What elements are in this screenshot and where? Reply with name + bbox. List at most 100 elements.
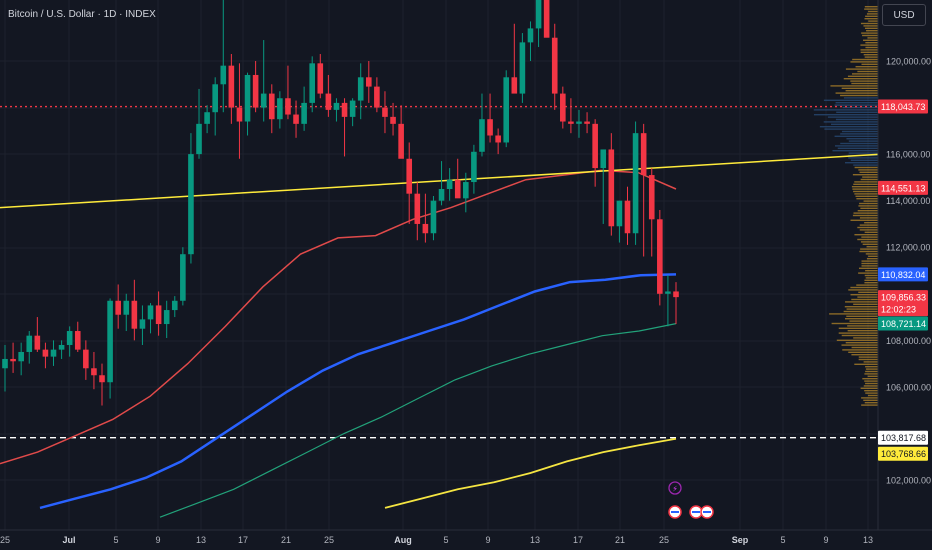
volume-profile-bar bbox=[864, 56, 878, 58]
volume-profile-bar bbox=[823, 99, 878, 101]
volume-profile-bar bbox=[865, 366, 878, 368]
event-markers[interactable]: ⚡ bbox=[668, 481, 714, 519]
price-label-text: 103,817.68 bbox=[881, 433, 926, 443]
volume-profile-bar bbox=[864, 27, 878, 29]
volume-profile-bar bbox=[864, 380, 878, 382]
currency-button[interactable]: USD bbox=[882, 4, 926, 26]
time-tick-label: 25 bbox=[0, 535, 10, 545]
candle-body bbox=[543, 0, 550, 38]
volume-profile-bar bbox=[856, 198, 878, 200]
volume-profile-bar bbox=[857, 210, 878, 212]
volume-profile-bar bbox=[865, 370, 878, 373]
candle-body bbox=[551, 37, 558, 94]
volume-profile-bar bbox=[845, 342, 878, 344]
volume-profile-bar bbox=[862, 34, 878, 37]
volume-profile-bar bbox=[853, 190, 878, 193]
candle-body bbox=[438, 189, 445, 201]
candle-body bbox=[26, 335, 33, 352]
candle-body bbox=[58, 344, 65, 350]
volume-profile-bar bbox=[865, 15, 878, 17]
candle-body bbox=[83, 349, 89, 369]
candle-body bbox=[382, 107, 388, 117]
candle-body bbox=[252, 74, 259, 108]
price-label-badge bbox=[878, 446, 928, 461]
price-tick-label: 108,000.00 bbox=[886, 336, 931, 346]
volume-profile-bar bbox=[857, 296, 878, 298]
volume-profile-bar bbox=[851, 354, 878, 356]
us-flag-stripe bbox=[692, 511, 700, 513]
volume-profile-bar bbox=[841, 334, 878, 337]
volume-profile bbox=[813, 6, 878, 406]
candle-body bbox=[123, 300, 130, 315]
volume-profile-bar bbox=[847, 330, 878, 332]
volume-profile-bar bbox=[864, 18, 878, 20]
chart-grid bbox=[0, 0, 878, 530]
volume-profile-bar bbox=[859, 250, 878, 253]
candle-body bbox=[479, 119, 485, 152]
candle-body bbox=[244, 74, 251, 122]
volume-profile-bar bbox=[862, 378, 878, 380]
volume-profile-bar bbox=[846, 315, 878, 317]
volume-profile-bar bbox=[840, 133, 878, 135]
candle-body bbox=[600, 149, 607, 169]
candle-body bbox=[446, 179, 453, 190]
candle-body bbox=[592, 123, 598, 169]
volume-profile-bar bbox=[831, 322, 878, 325]
volume-profile-bar bbox=[845, 162, 878, 164]
volume-profile-bar bbox=[853, 337, 878, 339]
volume-profile-bar bbox=[860, 22, 878, 25]
price-label-text: 109,856.33 bbox=[881, 293, 926, 303]
ma-line-red bbox=[0, 169, 677, 465]
volume-profile-bar bbox=[850, 286, 878, 289]
volume-profile-bar bbox=[848, 289, 878, 291]
time-tick-label: 13 bbox=[196, 535, 206, 545]
time-tick-label: 17 bbox=[573, 535, 583, 545]
volume-profile-bar bbox=[854, 363, 878, 365]
candle-body bbox=[357, 77, 364, 101]
candle-body bbox=[341, 102, 348, 117]
candle-body bbox=[503, 77, 510, 143]
volume-profile-bar bbox=[858, 267, 878, 269]
volume-profile-bar bbox=[850, 294, 878, 296]
candle-body bbox=[624, 200, 631, 234]
time-tick-label: 9 bbox=[823, 535, 828, 545]
candle-body bbox=[107, 300, 113, 383]
volume-profile-bar bbox=[835, 118, 878, 121]
volume-profile-bar bbox=[819, 126, 878, 128]
volume-profile-bar bbox=[861, 262, 878, 265]
candle-body bbox=[495, 135, 501, 143]
candle-body bbox=[196, 123, 202, 155]
price-label-badge bbox=[878, 302, 928, 317]
volume-profile-bar bbox=[861, 404, 878, 406]
volume-profile-bar bbox=[845, 90, 878, 92]
volume-profile-bar bbox=[858, 272, 878, 274]
candles[interactable] bbox=[2, 0, 679, 406]
volume-profile-bar bbox=[857, 226, 878, 229]
candle-body bbox=[616, 200, 623, 227]
price-label-badge bbox=[878, 290, 928, 305]
volume-profile-bar bbox=[852, 214, 878, 217]
volume-profile-bar bbox=[859, 217, 878, 219]
time-tick-label: 13 bbox=[863, 535, 873, 545]
time-axis[interactable]: 25 Jul 5 9 13 17 21 25 Aug 5 9 13 17 21 25 Sep 5 9 13 bbox=[0, 529, 932, 550]
volume-profile-bar bbox=[860, 51, 878, 53]
volume-profile-bar bbox=[858, 291, 878, 293]
time-tick-label: 21 bbox=[281, 535, 291, 545]
volume-profile-bar bbox=[859, 229, 878, 231]
volume-profile-bar bbox=[864, 274, 878, 277]
candle-body bbox=[390, 116, 396, 124]
volume-profile-bar bbox=[860, 178, 878, 181]
volume-profile-bar bbox=[865, 368, 878, 370]
volume-profile-bar bbox=[860, 241, 878, 243]
volume-profile-bar bbox=[834, 104, 878, 106]
volume-profile-bar bbox=[868, 20, 878, 22]
volume-profile-bar bbox=[838, 327, 878, 329]
volume-profile-bar bbox=[864, 6, 878, 8]
volume-profile-bar bbox=[840, 94, 878, 97]
volume-profile-bar bbox=[858, 356, 878, 358]
volume-profile-bar bbox=[862, 176, 878, 178]
volume-profile-bar bbox=[849, 320, 878, 322]
volume-profile-bar bbox=[832, 150, 878, 152]
price-tick-label: 106,000.00 bbox=[886, 382, 931, 392]
